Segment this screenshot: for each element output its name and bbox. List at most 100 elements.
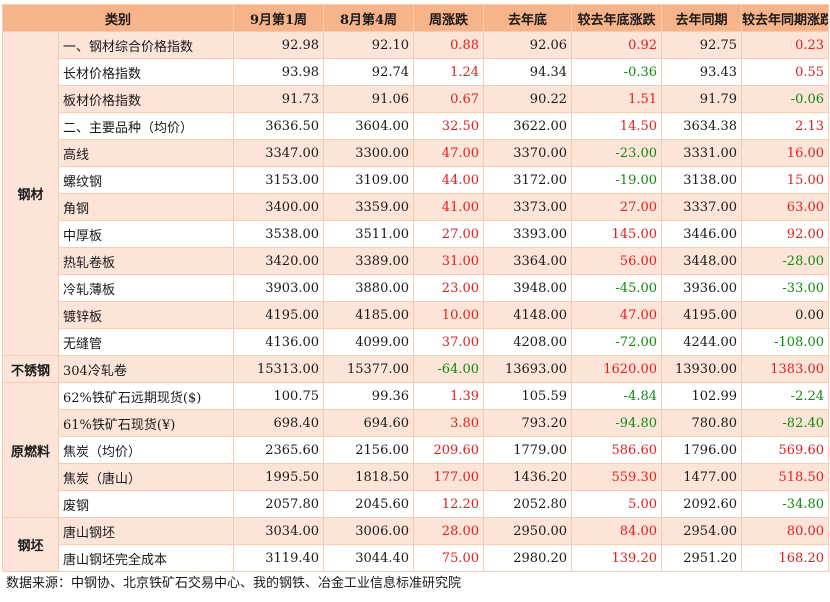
week-change: 0.88 xyxy=(413,31,485,59)
header-vs-same-period: 较去年同期涨跌 xyxy=(741,4,830,32)
header-week4: 8月第4周 xyxy=(323,4,415,32)
item-name: 冷轧薄板 xyxy=(57,274,235,302)
week-change: 47.00 xyxy=(413,139,485,167)
vs-same-period-change: -108.00 xyxy=(741,328,830,356)
last-year-end-value: 2980.20 xyxy=(483,544,573,572)
header-week-change: 周涨跌 xyxy=(413,4,485,32)
header-category: 类别 xyxy=(1,4,235,32)
vs-year-end-change: -23.00 xyxy=(571,139,663,167)
week1-value: 3636.50 xyxy=(233,112,325,140)
week1-value: 2057.80 xyxy=(233,490,325,518)
week4-value: 1818.50 xyxy=(323,463,415,491)
week4-value: 3300.00 xyxy=(323,139,415,167)
week4-value: 3044.40 xyxy=(323,544,415,572)
week4-value: 99.36 xyxy=(323,382,415,410)
item-name: 二、主要品种（均价） xyxy=(57,112,235,140)
table-row: 61%铁矿石现货(¥) 698.40 694.60 3.80 793.20 -94.80 7… xyxy=(3,409,830,437)
last-year-end-value: 92.06 xyxy=(483,31,573,59)
last-year-end-value: 3393.00 xyxy=(483,220,573,248)
last-year-same-value: 2951.20 xyxy=(661,544,743,572)
table-body: 钢材 一、钢材综合价格指数 92.98 92.10 0.88 92.06 0.92 92.75… xyxy=(2,31,830,572)
vs-year-end-change: -45.00 xyxy=(571,274,663,302)
week-change: 31.00 xyxy=(413,247,485,275)
week4-value: 3389.00 xyxy=(323,247,415,275)
vs-same-period-change: 2.13 xyxy=(741,112,830,140)
vs-year-end-change: 27.00 xyxy=(571,193,663,221)
item-name: 62%铁矿石远期现货($) xyxy=(57,382,235,410)
vs-year-end-change: 0.92 xyxy=(571,31,663,59)
vs-same-period-change: -0.06 xyxy=(741,85,830,113)
vs-year-end-change: -94.80 xyxy=(571,409,663,437)
item-name: 螺纹钢 xyxy=(57,166,235,194)
week1-value: 92.98 xyxy=(233,31,325,59)
last-year-end-value: 94.34 xyxy=(483,58,573,86)
item-name: 唐山钢坯 xyxy=(57,517,235,545)
header-last-year-same: 去年同期 xyxy=(661,4,743,32)
week4-value: 3511.00 xyxy=(323,220,415,248)
last-year-end-value: 793.20 xyxy=(483,409,573,437)
item-name: 中厚板 xyxy=(57,220,235,248)
vs-year-end-change: -0.36 xyxy=(571,58,663,86)
week1-value: 3119.40 xyxy=(233,544,325,572)
week-change: 37.00 xyxy=(413,328,485,356)
table-row: 高线 3347.00 3300.00 47.00 3370.00 -23.00 3331.0… xyxy=(3,139,830,167)
item-name: 无缝管 xyxy=(57,328,235,356)
last-year-same-value: 780.80 xyxy=(661,409,743,437)
vs-year-end-change: 586.60 xyxy=(571,436,663,464)
last-year-end-value: 2950.00 xyxy=(483,517,573,545)
table-row: 钢坯 唐山钢坯 3034.00 3006.00 28.00 2950.00 84.00 295… xyxy=(2,517,830,572)
item-name: 板材价格指数 xyxy=(57,85,235,113)
week4-value: 3109.00 xyxy=(323,166,415,194)
data-source-note: 数据来源：中钢协、北京铁矿石交易中心、我的钢铁、冶金工业信息标准研究院 xyxy=(6,576,462,591)
vs-same-period-change: 16.00 xyxy=(741,139,830,167)
vs-year-end-change: 139.20 xyxy=(571,544,663,572)
header-row: 类别 9月第1周 8月第4周 周涨跌 去年底 较去年底涨跌 去年同期 较去年同期… xyxy=(1,4,830,32)
item-name: 高线 xyxy=(57,139,235,167)
table-row: 板材价格指数 91.73 91.06 0.67 90.22 1.51 91.79 -0.06 xyxy=(3,85,830,113)
week-change: 3.80 xyxy=(413,409,485,437)
vs-same-period-change: 569.60 xyxy=(741,436,830,464)
table-row: 长材价格指数 93.98 92.74 1.24 94.34 -0.36 93.43 0.55 xyxy=(3,58,830,86)
week-change: 10.00 xyxy=(413,301,485,329)
week1-value: 3400.00 xyxy=(233,193,325,221)
week-change: 23.00 xyxy=(413,274,485,302)
last-year-end-value: 3172.00 xyxy=(483,166,573,194)
last-year-same-value: 3138.00 xyxy=(661,166,743,194)
last-year-same-value: 4195.00 xyxy=(661,301,743,329)
week-change: 75.00 xyxy=(413,544,485,572)
table-row: 不锈钢 304冷轧卷 15313.00 15377.00 -64.00 13693.00 1… xyxy=(2,355,830,383)
vs-year-end-change: 47.00 xyxy=(571,301,663,329)
vs-same-period-change: 168.20 xyxy=(741,544,830,572)
item-name: 一、钢材综合价格指数 xyxy=(57,31,235,59)
vs-same-period-change: -28.00 xyxy=(741,247,830,275)
vs-year-end-change: 145.00 xyxy=(571,220,663,248)
vs-same-period-change: -34.80 xyxy=(741,490,830,518)
week4-value: 2156.00 xyxy=(323,436,415,464)
last-year-same-value: 91.79 xyxy=(661,85,743,113)
vs-year-end-change: 5.00 xyxy=(571,490,663,518)
item-name: 废钢 xyxy=(57,490,235,518)
week4-value: 92.10 xyxy=(323,31,415,59)
table-row: 热轧卷板 3420.00 3389.00 31.00 3364.00 56.00 3448.… xyxy=(3,247,830,275)
vs-year-end-change: -72.00 xyxy=(571,328,663,356)
last-year-same-value: 102.99 xyxy=(661,382,743,410)
week-change: 44.00 xyxy=(413,166,485,194)
vs-year-end-change: 14.50 xyxy=(571,112,663,140)
vs-year-end-change: -4.84 xyxy=(571,382,663,410)
table-row: 废钢 2057.80 2045.60 12.20 2052.80 5.00 2092.60-… xyxy=(3,490,830,518)
week1-value: 4195.00 xyxy=(233,301,325,329)
last-year-same-value: 3331.00 xyxy=(661,139,743,167)
vs-year-end-change: 56.00 xyxy=(571,247,663,275)
week-change: -64.00 xyxy=(413,355,485,383)
table-row: 焦炭（唐山） 1995.50 1818.50 177.00 1436.20 559.30 1… xyxy=(3,463,830,491)
week1-value: 698.40 xyxy=(233,409,325,437)
last-year-end-value: 3373.00 xyxy=(483,193,573,221)
week1-value: 3538.00 xyxy=(233,220,325,248)
week1-value: 3903.00 xyxy=(233,274,325,302)
vs-year-end-change: 1620.00 xyxy=(571,355,663,383)
vs-same-period-change: 0.23 xyxy=(741,31,830,59)
last-year-same-value: 2092.60 xyxy=(661,490,743,518)
vs-same-period-change: -2.24 xyxy=(741,382,830,410)
week-change: 177.00 xyxy=(413,463,485,491)
last-year-end-value: 90.22 xyxy=(483,85,573,113)
